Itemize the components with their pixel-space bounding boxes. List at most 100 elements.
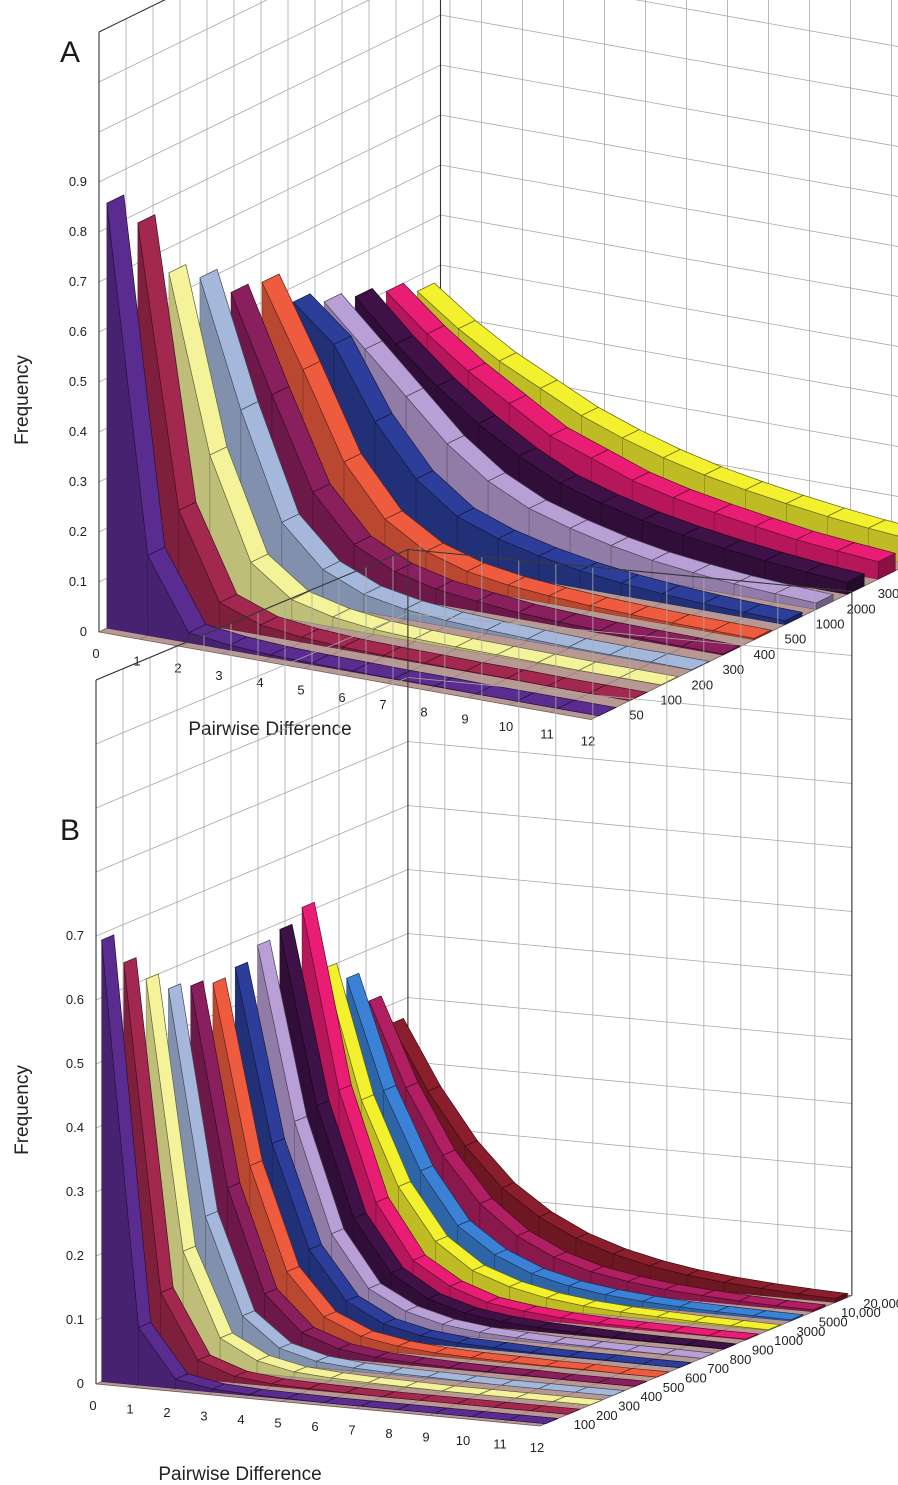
x-tick-label: 10 — [456, 1433, 470, 1448]
x-tick-label: 3 — [200, 1409, 207, 1424]
depth-tick-labels: 5010020030040050010002000300040005000 — [629, 586, 898, 723]
y-tick-label: 0.4 — [66, 1120, 84, 1135]
y-axis-title: Frequency — [12, 355, 33, 445]
y-tick-label: 0.1 — [69, 574, 87, 589]
depth-tick-label: 300 — [618, 1398, 640, 1413]
y-tick-label: 0.3 — [69, 474, 87, 489]
y-tick-label: 0.2 — [69, 524, 87, 539]
x-tick-label: 0 — [92, 646, 99, 661]
ribbon-end — [812, 1304, 826, 1313]
x-tick-label: 10 — [499, 719, 513, 734]
depth-tick-label: 300 — [722, 662, 744, 677]
depth-tick-label: 20,000 — [863, 1296, 898, 1311]
ribbon-end — [660, 676, 679, 686]
x-tick-label: 11 — [493, 1437, 507, 1452]
ribbon-end — [701, 1353, 714, 1359]
series-ribbons — [106, 194, 898, 717]
x-tick-label: 11 — [540, 726, 554, 741]
depth-tick-label: 1000 — [774, 1333, 803, 1348]
panel-letter: B — [60, 814, 80, 847]
y-tick-label: 0.4 — [69, 424, 87, 439]
depth-tick-label: 50 — [629, 708, 643, 723]
depth-tick-label: 100 — [660, 692, 682, 707]
x-tick-label: 8 — [385, 1426, 392, 1441]
x-tick-label: 6 — [338, 690, 345, 705]
y-tick-label: 0.8 — [69, 224, 87, 239]
y-tick-labels: 0 0.1 0.2 0.3 0.4 0.5 0.6 0.7 — [66, 928, 84, 1391]
ribbon-end — [656, 1371, 670, 1378]
y-tick-label: 0.7 — [69, 274, 87, 289]
x-axis-title: Pairwise Difference — [158, 1464, 321, 1485]
series-ribbons — [101, 901, 849, 1425]
depth-tick-label: 3000 — [878, 586, 898, 601]
x-tick-label: 12 — [581, 734, 595, 749]
depth-tick-label: 500 — [785, 632, 807, 647]
ribbon-end — [567, 1408, 581, 1415]
ribbon-end — [768, 1324, 781, 1331]
series-ribbon-500 — [190, 980, 648, 1387]
x-tick-label: 8 — [420, 704, 427, 719]
depth-tick-label: 10,000 — [841, 1305, 881, 1320]
ribbon-end — [753, 629, 772, 641]
x-tick-label: 7 — [379, 697, 386, 712]
ribbon-segment — [867, 519, 898, 537]
ribbon-end — [545, 1418, 558, 1424]
depth-tick-label: 900 — [752, 1343, 774, 1358]
depth-tick-label: 3000 — [796, 1324, 825, 1339]
ribbon-end — [691, 660, 710, 671]
x-tick-label: 2 — [163, 1405, 170, 1420]
ribbon-end — [790, 1314, 804, 1322]
depth-tick-label: 400 — [754, 647, 776, 662]
depth-tick-label: 700 — [707, 1361, 729, 1376]
x-tick-label: 0 — [89, 1398, 96, 1413]
x-axis-title: Pairwise Difference — [188, 719, 351, 740]
x-tick-label: 5 — [297, 683, 304, 698]
y-tick-labels: 0 0.1 0.2 0.3 0.4 0.5 0.6 0.7 0.8 0.9 — [69, 174, 87, 639]
x-tick-label: 1 — [126, 1402, 133, 1417]
x-tick-label: 1 — [133, 653, 140, 668]
y-tick-label: 0.6 — [69, 324, 87, 339]
x-tick-label: 12 — [530, 1440, 544, 1455]
panel-b: 00.10.20.30.40.50.60.70 1 2 3 4 5 6 7 8 9 10 11 1210… — [12, 544, 898, 1485]
x-tick-label: 9 — [422, 1430, 429, 1445]
x-tick-label: 3 — [215, 668, 222, 683]
ribbon-end — [815, 594, 834, 610]
ribbon-end — [598, 707, 616, 717]
y-tick-label: 0.5 — [66, 1056, 84, 1071]
depth-tick-label: 200 — [596, 1408, 618, 1423]
y-tick-label: 0 — [77, 1376, 84, 1391]
panel-a: 00.10.20.30.40.50.60.70.80.90 1 2 3 4 5 6 7 8 9 10… — [12, 0, 898, 749]
series-ribbon-100 — [101, 934, 558, 1425]
ribbon-end — [784, 611, 803, 626]
ribbon-end — [846, 573, 865, 595]
ribbon-end — [723, 1343, 737, 1350]
ribbon-end — [612, 1390, 625, 1396]
depth-tick-label: 600 — [685, 1370, 707, 1385]
y-tick-label: 0.3 — [66, 1184, 84, 1199]
x-tick-labels: 0 1 2 3 4 5 6 7 8 9 10 11 12 — [89, 1398, 544, 1455]
y-tick-label: 0.2 — [66, 1248, 84, 1263]
depth-tick-label: 200 — [691, 677, 713, 692]
depth-tick-labels: 1002003004005006007008009001000300050001… — [574, 1296, 898, 1432]
x-tick-label: 6 — [311, 1419, 318, 1434]
y-axis-title: Frequency — [12, 1065, 33, 1155]
y-tick-label: 0 — [80, 624, 87, 639]
x-tick-labels: 0 1 2 3 4 5 6 7 8 9 10 11 12 — [92, 646, 595, 749]
y-tick-label: 0.9 — [69, 174, 87, 189]
y-tick-label: 0.6 — [66, 992, 84, 1007]
ribbon-end — [877, 552, 896, 580]
ribbon-end — [679, 1362, 692, 1368]
ribbon-end — [634, 1381, 647, 1387]
depth-tick-label: 500 — [663, 1380, 685, 1395]
panel-letter: A — [60, 36, 80, 69]
x-tick-label: 5 — [274, 1416, 281, 1431]
ribbon-end — [834, 1293, 848, 1303]
depth-tick-label: 800 — [730, 1352, 752, 1367]
series-ribbon-200 — [123, 957, 581, 1415]
frame-line — [95, 548, 853, 1296]
x-tick-label: 7 — [348, 1423, 355, 1438]
ribbon-end — [722, 645, 741, 656]
depth-tick-label: 5000 — [819, 1315, 848, 1330]
depth-tick-label: 100 — [574, 1417, 596, 1432]
